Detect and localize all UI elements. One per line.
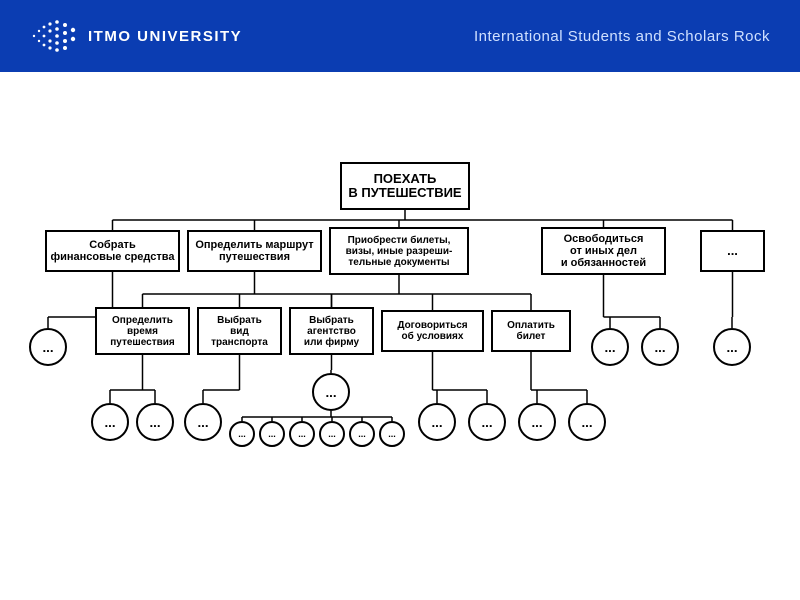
node-s3: ... <box>289 421 315 447</box>
node-l3_1: Определитьвремяпутешествия <box>95 307 190 355</box>
node-c31b: ... <box>136 403 174 441</box>
node-l2_1: Собратьфинансовые средства <box>45 230 180 272</box>
node-l3_5: Оплатитьбилет <box>491 310 571 352</box>
node-c34a: ... <box>418 403 456 441</box>
tagline: International Students and Scholars Rock <box>474 28 770 45</box>
diagram-stage: ПОЕХАТЬВ ПУТЕШЕСТВИЕ Собратьфинансовые ср… <box>0 72 800 600</box>
node-s5: ... <box>349 421 375 447</box>
node-c31a: ... <box>91 403 129 441</box>
node-l3_2: Выбратьвидтранспорта <box>197 307 282 355</box>
node-c4b: ... <box>641 328 679 366</box>
node-s1: ... <box>229 421 255 447</box>
node-root: ПОЕХАТЬВ ПУТЕШЕСТВИЕ <box>340 162 470 210</box>
node-l2_4: Освободитьсяот иных дели обязанностей <box>541 227 666 275</box>
node-c35b: ... <box>568 403 606 441</box>
node-s4: ... <box>319 421 345 447</box>
header: ITMO UNIVERSITY International Students a… <box>0 0 800 72</box>
node-l2_5: ... <box>700 230 765 272</box>
node-c34b: ... <box>468 403 506 441</box>
node-c35a: ... <box>518 403 556 441</box>
node-cR: ... <box>713 328 751 366</box>
node-cW: ... <box>312 373 350 411</box>
node-l3_3: Выбратьагентствоили фирму <box>289 307 374 355</box>
logo-dot-pattern <box>30 19 78 53</box>
logo: ITMO UNIVERSITY <box>30 19 242 53</box>
node-cL: ... <box>29 328 67 366</box>
node-c32a: ... <box>184 403 222 441</box>
node-l2_2: Определить маршрутпутешествия <box>187 230 322 272</box>
brand-text: ITMO UNIVERSITY <box>88 28 242 45</box>
node-s2: ... <box>259 421 285 447</box>
node-l2_3: Приобрести билеты,визы, иные разреши-тел… <box>329 227 469 275</box>
node-l3_4: Договоритьсяоб условиях <box>381 310 484 352</box>
node-c4a: ... <box>591 328 629 366</box>
node-s6: ... <box>379 421 405 447</box>
